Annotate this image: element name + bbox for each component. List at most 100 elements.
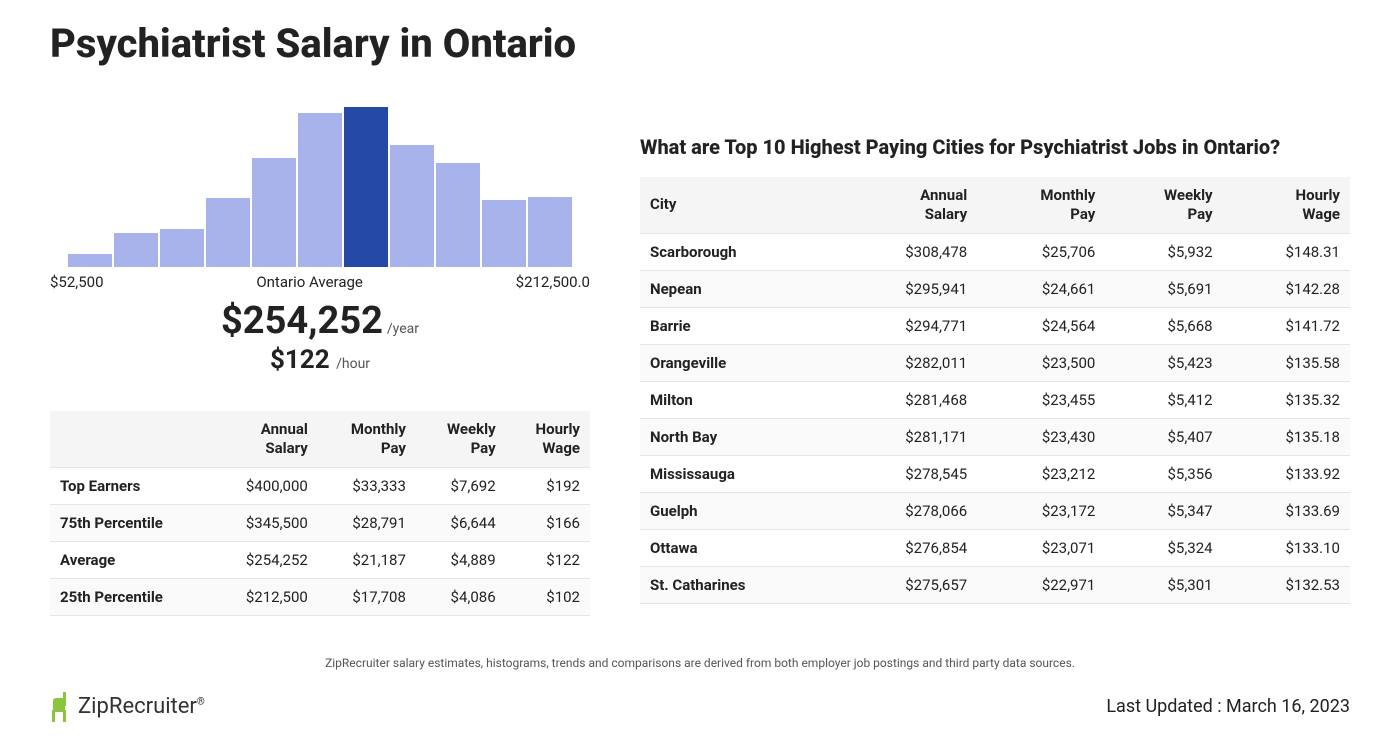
cities-table: CityAnnualSalaryMonthlyPayWeeklyPayHourl… xyxy=(640,177,1350,604)
table-cell: Barrie xyxy=(640,307,837,344)
table-row: Barrie$294,771$24,564$5,668$141.72 xyxy=(640,307,1350,344)
table-cell: $133.92 xyxy=(1223,455,1350,492)
table-cell: $5,691 xyxy=(1105,270,1222,307)
column-header xyxy=(50,411,211,467)
histogram-center-label: Ontario Average xyxy=(104,273,516,291)
table-cell: $278,545 xyxy=(837,455,977,492)
table-cell: $135.18 xyxy=(1223,418,1350,455)
table-row: St. Catharines$275,657$22,971$5,301$132.… xyxy=(640,566,1350,603)
summary-table: AnnualSalaryMonthlyPayWeeklyPayHourlyWag… xyxy=(50,411,590,616)
table-cell: Orangeville xyxy=(640,344,837,381)
table-cell: $132.53 xyxy=(1223,566,1350,603)
table-cell: $25,706 xyxy=(977,233,1105,270)
histogram-bar xyxy=(436,163,480,267)
table-cell: $5,412 xyxy=(1105,381,1222,418)
histogram-bar xyxy=(114,233,158,267)
table-cell: $135.32 xyxy=(1223,381,1350,418)
table-cell: $102 xyxy=(506,578,590,615)
table-cell: $5,356 xyxy=(1105,455,1222,492)
histogram-bar xyxy=(298,113,342,267)
table-cell: $276,854 xyxy=(837,529,977,566)
hourly-amount: $122 xyxy=(270,345,330,375)
table-cell: $5,668 xyxy=(1105,307,1222,344)
table-cell: $4,889 xyxy=(416,541,506,578)
table-cell: $275,657 xyxy=(837,566,977,603)
table-cell: $6,644 xyxy=(416,504,506,541)
table-cell: $135.58 xyxy=(1223,344,1350,381)
table-cell: $33,333 xyxy=(318,467,416,504)
table-row: Top Earners$400,000$33,333$7,692$192 xyxy=(50,467,590,504)
table-cell: Milton xyxy=(640,381,837,418)
table-cell: $142.28 xyxy=(1223,270,1350,307)
column-header: WeeklyPay xyxy=(416,411,506,467)
table-cell: North Bay xyxy=(640,418,837,455)
table-row: North Bay$281,171$23,430$5,407$135.18 xyxy=(640,418,1350,455)
table-cell: $133.69 xyxy=(1223,492,1350,529)
table-cell: $281,468 xyxy=(837,381,977,418)
column-header: HourlyWage xyxy=(1223,177,1350,233)
table-cell: $212,500 xyxy=(211,578,318,615)
histogram-bar xyxy=(482,200,526,267)
table-row: 75th Percentile$345,500$28,791$6,644$166 xyxy=(50,504,590,541)
table-cell: $24,661 xyxy=(977,270,1105,307)
column-header: WeeklyPay xyxy=(1105,177,1222,233)
table-row: Guelph$278,066$23,172$5,347$133.69 xyxy=(640,492,1350,529)
histogram-bar xyxy=(390,145,434,267)
column-header: HourlyWage xyxy=(506,411,590,467)
histogram-bar xyxy=(252,158,296,267)
table-cell: $5,347 xyxy=(1105,492,1222,529)
table-row: Milton$281,468$23,455$5,412$135.32 xyxy=(640,381,1350,418)
histogram-bar xyxy=(528,197,572,267)
column-header: AnnualSalary xyxy=(837,177,977,233)
table-cell: Scarborough xyxy=(640,233,837,270)
table-cell: $23,172 xyxy=(977,492,1105,529)
table-cell: $24,564 xyxy=(977,307,1105,344)
table-cell: St. Catharines xyxy=(640,566,837,603)
table-cell: $254,252 xyxy=(211,541,318,578)
table-cell: $5,301 xyxy=(1105,566,1222,603)
table-cell: $5,324 xyxy=(1105,529,1222,566)
table-row: 25th Percentile$212,500$17,708$4,086$102 xyxy=(50,578,590,615)
table-cell: $148.31 xyxy=(1223,233,1350,270)
column-header: AnnualSalary xyxy=(211,411,318,467)
column-header: City xyxy=(640,177,837,233)
table-cell: $7,692 xyxy=(416,467,506,504)
table-cell: Guelph xyxy=(640,492,837,529)
histogram-bar xyxy=(160,229,204,267)
table-cell: $282,011 xyxy=(837,344,977,381)
table-cell: $133.10 xyxy=(1223,529,1350,566)
table-row: Scarborough$308,478$25,706$5,932$148.31 xyxy=(640,233,1350,270)
annual-amount: $254,252 xyxy=(221,299,383,343)
table-cell: $295,941 xyxy=(837,270,977,307)
page-title: Psychiatrist Salary in Ontario xyxy=(50,20,1350,67)
footnote: ZipRecruiter salary estimates, histogram… xyxy=(50,656,1350,670)
table-cell: $22,971 xyxy=(977,566,1105,603)
salary-histogram: $52,500 Ontario Average $212,500.0 $254,… xyxy=(50,107,590,375)
table-cell: $17,708 xyxy=(318,578,416,615)
table-cell: $281,171 xyxy=(837,418,977,455)
table-cell: Mississauga xyxy=(640,455,837,492)
table-cell: $345,500 xyxy=(211,504,318,541)
table-cell: $23,212 xyxy=(977,455,1105,492)
table-cell: $278,066 xyxy=(837,492,977,529)
table-cell: $308,478 xyxy=(837,233,977,270)
last-updated: Last Updated : March 16, 2023 xyxy=(1106,696,1350,717)
ziprecruiter-logo: ZipRecruiter® xyxy=(50,692,205,722)
table-cell: $23,430 xyxy=(977,418,1105,455)
table-cell: $141.72 xyxy=(1223,307,1350,344)
table-row: Nepean$295,941$24,661$5,691$142.28 xyxy=(640,270,1350,307)
histogram-bar xyxy=(344,107,388,267)
annual-unit: /year xyxy=(387,321,419,337)
column-header: MonthlyPay xyxy=(318,411,416,467)
table-cell: $5,423 xyxy=(1105,344,1222,381)
table-cell: $294,771 xyxy=(837,307,977,344)
table-cell: Ottawa xyxy=(640,529,837,566)
table-cell: $122 xyxy=(506,541,590,578)
table-row: Orangeville$282,011$23,500$5,423$135.58 xyxy=(640,344,1350,381)
table-cell: $5,932 xyxy=(1105,233,1222,270)
table-row: Average$254,252$21,187$4,889$122 xyxy=(50,541,590,578)
table-cell: 25th Percentile xyxy=(50,578,211,615)
histogram-max-label: $212,500.0 xyxy=(516,273,590,291)
hourly-unit: /hour xyxy=(336,356,370,372)
column-header: MonthlyPay xyxy=(977,177,1105,233)
